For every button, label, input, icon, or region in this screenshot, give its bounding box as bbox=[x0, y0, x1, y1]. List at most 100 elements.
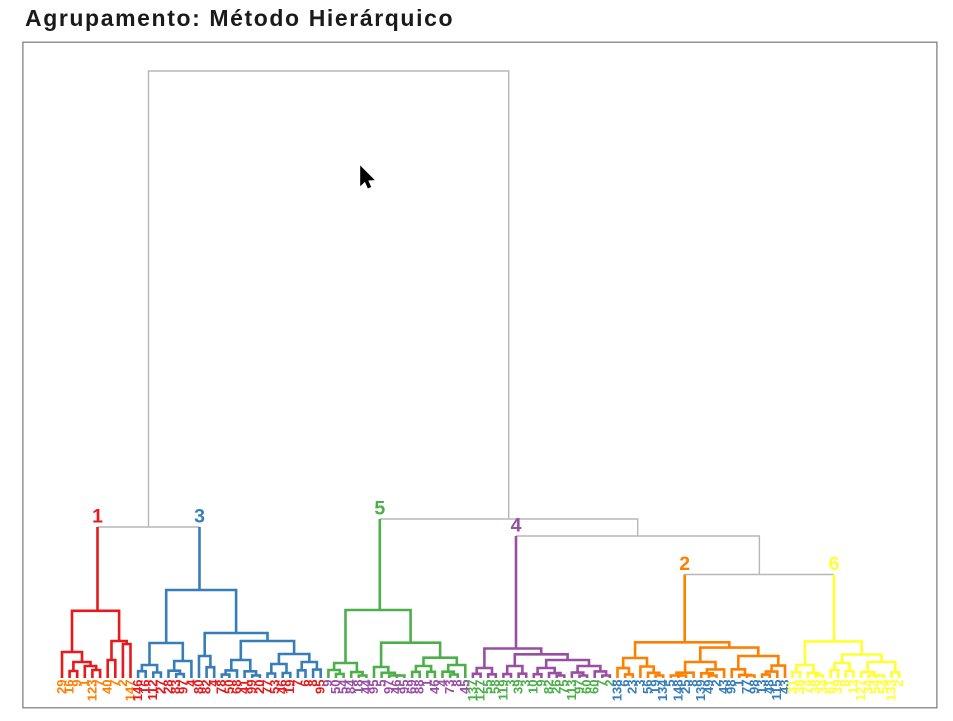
svg-text:38: 38 bbox=[792, 680, 807, 694]
svg-text:73: 73 bbox=[442, 680, 457, 694]
svg-text:7: 7 bbox=[92, 680, 107, 687]
svg-text:8: 8 bbox=[686, 680, 701, 687]
svg-text:95: 95 bbox=[366, 680, 381, 694]
svg-text:115: 115 bbox=[769, 680, 784, 701]
svg-text:3: 3 bbox=[632, 680, 647, 687]
svg-text:78: 78 bbox=[214, 680, 229, 694]
svg-text:1: 1 bbox=[92, 506, 103, 528]
svg-text:80: 80 bbox=[191, 680, 206, 694]
svg-text:119: 119 bbox=[495, 680, 510, 701]
svg-text:43: 43 bbox=[716, 680, 731, 694]
svg-text:147: 147 bbox=[122, 680, 137, 702]
svg-text:134: 134 bbox=[655, 679, 670, 701]
svg-text:13: 13 bbox=[845, 680, 860, 694]
svg-text:133: 133 bbox=[883, 680, 898, 702]
svg-text:97: 97 bbox=[176, 680, 191, 694]
svg-text:95: 95 bbox=[396, 680, 411, 694]
svg-text:16: 16 bbox=[138, 680, 153, 694]
svg-text:98: 98 bbox=[724, 680, 739, 694]
svg-text:60: 60 bbox=[587, 680, 602, 694]
svg-text:148: 148 bbox=[670, 680, 685, 702]
svg-text:112: 112 bbox=[145, 680, 160, 701]
svg-text:29: 29 bbox=[54, 680, 69, 694]
svg-text:8: 8 bbox=[305, 680, 320, 687]
svg-text:99: 99 bbox=[244, 680, 259, 694]
svg-text:44: 44 bbox=[358, 679, 373, 694]
svg-text:127: 127 bbox=[472, 680, 487, 702]
svg-text:40: 40 bbox=[100, 680, 115, 694]
svg-text:50: 50 bbox=[328, 680, 343, 694]
svg-text:16: 16 bbox=[62, 680, 77, 694]
svg-text:53: 53 bbox=[267, 680, 282, 694]
svg-text:69: 69 bbox=[404, 680, 419, 694]
svg-text:45: 45 bbox=[457, 680, 472, 694]
svg-text:39: 39 bbox=[511, 680, 526, 694]
svg-text:26: 26 bbox=[549, 680, 564, 694]
svg-text:137: 137 bbox=[465, 680, 480, 702]
svg-text:10: 10 bbox=[526, 680, 541, 694]
svg-text:19: 19 bbox=[648, 680, 663, 694]
svg-text:1: 1 bbox=[731, 680, 746, 687]
svg-text:19: 19 bbox=[282, 680, 297, 694]
svg-text:3: 3 bbox=[194, 506, 205, 528]
svg-text:54: 54 bbox=[876, 679, 891, 694]
svg-text:5: 5 bbox=[374, 498, 385, 520]
svg-text:9: 9 bbox=[533, 680, 548, 687]
svg-text:84: 84 bbox=[343, 679, 358, 694]
svg-text:4: 4 bbox=[183, 679, 198, 687]
svg-text:46: 46 bbox=[389, 680, 404, 694]
svg-text:127: 127 bbox=[853, 680, 868, 702]
svg-text:13: 13 bbox=[754, 680, 769, 694]
svg-text:39: 39 bbox=[830, 680, 845, 694]
svg-text:139: 139 bbox=[693, 680, 708, 702]
svg-text:9: 9 bbox=[69, 680, 84, 687]
svg-text:82: 82 bbox=[199, 680, 214, 694]
svg-text:2: 2 bbox=[891, 680, 906, 687]
svg-text:4: 4 bbox=[434, 679, 449, 687]
svg-text:4: 4 bbox=[206, 679, 221, 687]
svg-text:83: 83 bbox=[168, 680, 183, 694]
svg-text:55: 55 bbox=[480, 680, 495, 694]
svg-text:113: 113 bbox=[564, 680, 579, 701]
svg-text:43: 43 bbox=[777, 680, 792, 694]
svg-text:68: 68 bbox=[229, 680, 244, 694]
svg-text:23: 23 bbox=[625, 680, 640, 694]
svg-text:2: 2 bbox=[679, 553, 690, 575]
svg-text:98: 98 bbox=[746, 680, 761, 694]
svg-text:75: 75 bbox=[556, 680, 571, 694]
svg-text:31: 31 bbox=[785, 680, 800, 694]
svg-text:3: 3 bbox=[503, 680, 518, 687]
svg-text:6: 6 bbox=[829, 553, 840, 575]
svg-text:46: 46 bbox=[275, 680, 290, 694]
svg-text:88: 88 bbox=[412, 680, 427, 694]
svg-text:50: 50 bbox=[221, 680, 236, 694]
svg-text:97: 97 bbox=[571, 680, 586, 694]
svg-text:41: 41 bbox=[237, 680, 252, 694]
svg-text:49: 49 bbox=[701, 680, 716, 694]
svg-text:97: 97 bbox=[381, 680, 396, 694]
svg-text:95: 95 bbox=[313, 680, 328, 694]
svg-text:2: 2 bbox=[602, 680, 617, 687]
svg-text:48: 48 bbox=[762, 680, 777, 694]
svg-text:6: 6 bbox=[617, 680, 632, 687]
svg-text:27: 27 bbox=[153, 680, 168, 694]
svg-text:6: 6 bbox=[297, 680, 312, 687]
svg-text:54: 54 bbox=[336, 679, 351, 694]
svg-text:77: 77 bbox=[739, 680, 754, 694]
svg-text:8: 8 bbox=[450, 680, 465, 687]
svg-text:5: 5 bbox=[374, 680, 389, 687]
svg-text:146: 146 bbox=[130, 680, 145, 702]
svg-text:123: 123 bbox=[84, 680, 99, 702]
svg-text:1: 1 bbox=[77, 680, 92, 687]
svg-text:60: 60 bbox=[579, 680, 594, 694]
svg-text:46: 46 bbox=[427, 680, 442, 694]
svg-text:7: 7 bbox=[594, 680, 609, 687]
svg-text:20: 20 bbox=[252, 680, 267, 694]
svg-text:1: 1 bbox=[419, 680, 434, 687]
svg-text:3: 3 bbox=[518, 680, 533, 687]
svg-text:7: 7 bbox=[290, 680, 305, 687]
svg-text:34: 34 bbox=[815, 679, 830, 694]
svg-text:9: 9 bbox=[320, 680, 335, 687]
svg-text:2: 2 bbox=[115, 680, 130, 687]
svg-text:2: 2 bbox=[708, 680, 723, 687]
